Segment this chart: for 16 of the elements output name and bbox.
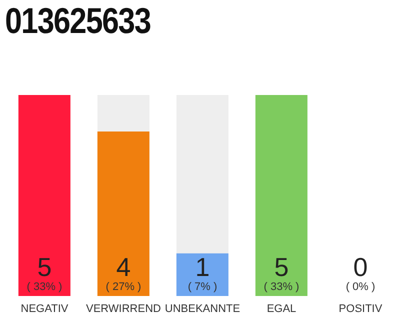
annotation: 5: [274, 252, 289, 282]
annotation: 1: [195, 252, 210, 282]
x-tick-label: POSITIV: [338, 302, 383, 315]
data-label: ( 7% ): [188, 281, 218, 293]
chart-title: 013625633: [5, 0, 151, 42]
data-label: ( 33% ): [264, 281, 300, 293]
annotation: 0: [353, 252, 368, 282]
x-tick-label: VERWIRREND: [86, 302, 162, 315]
data-label: ( 0% ): [346, 281, 376, 293]
x-tick-label: UNBEKANNTE: [164, 302, 240, 315]
annotation: 5: [37, 252, 52, 282]
x-tick-label: EGAL: [266, 302, 296, 315]
x-tick-label: NEGATIV: [20, 302, 69, 315]
annotation: 4: [116, 252, 131, 282]
data-label: ( 33% ): [26, 281, 62, 293]
data-label: ( 27% ): [106, 281, 142, 293]
